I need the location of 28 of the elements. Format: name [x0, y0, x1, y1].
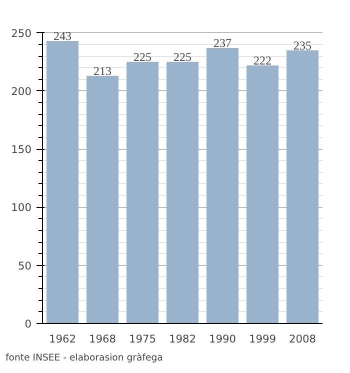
x-tick-label: 1962	[48, 332, 76, 346]
bar	[166, 62, 198, 324]
bar	[86, 76, 118, 324]
bar	[246, 65, 278, 324]
data-label: 222	[254, 53, 272, 68]
x-tick-label: 1975	[128, 332, 156, 346]
y-tick-label: 50	[18, 259, 32, 272]
bar	[286, 50, 318, 324]
data-label: 225	[134, 50, 152, 64]
data-label: 235	[294, 38, 312, 52]
y-tick-label: 100	[11, 201, 32, 214]
bar	[126, 62, 158, 324]
x-tick-label: 1990	[208, 332, 236, 346]
data-label: 213	[94, 64, 112, 78]
data-label: 243	[54, 28, 72, 43]
source-note: fonte INSEE - elaborasion gràfega	[6, 352, 163, 364]
x-tick-label: 1999	[248, 332, 276, 346]
x-tick-label: 1982	[168, 332, 196, 346]
bar	[46, 40, 78, 324]
y-tick-label: 250	[11, 26, 32, 40]
y-tick-label: 150	[11, 143, 32, 156]
bar	[206, 48, 238, 324]
data-label: 237	[214, 36, 232, 50]
x-tick-label: 2008	[288, 332, 316, 346]
data-label: 225	[174, 50, 192, 64]
y-tick-label: 0	[24, 318, 32, 330]
x-tick-label: 1968	[88, 332, 116, 346]
y-tick-label: 200	[11, 84, 32, 98]
